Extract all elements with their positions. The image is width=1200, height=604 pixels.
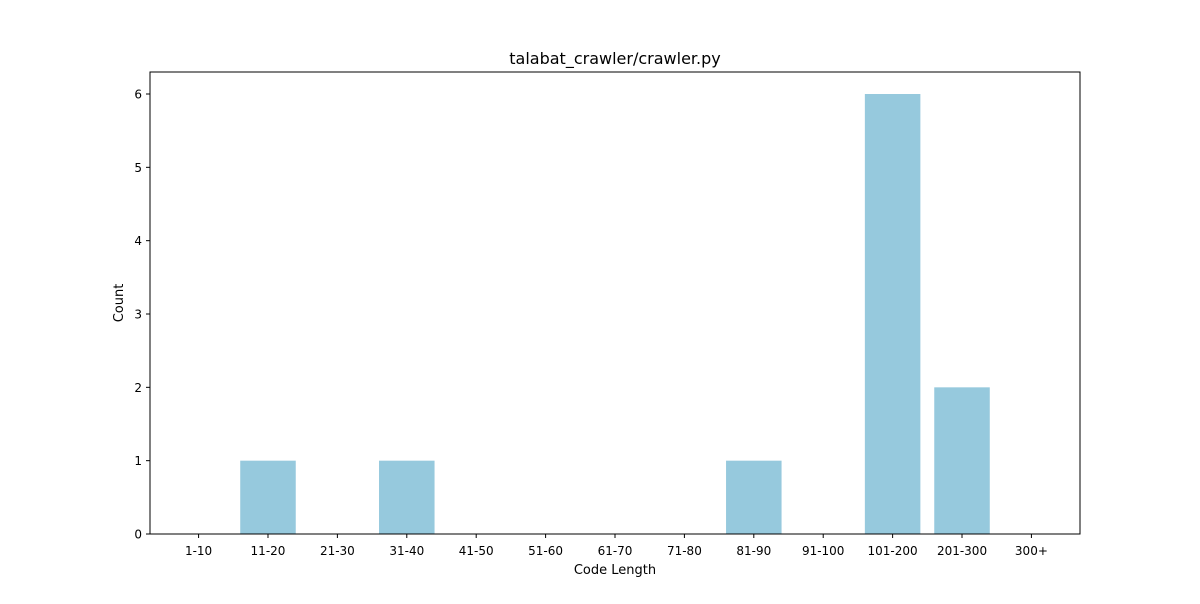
y-tick-label: 0	[134, 528, 142, 542]
y-tick-label: 4	[134, 234, 142, 248]
y-axis: 0 1 2 3 4 5 6	[134, 88, 150, 542]
x-tick-label: 61-70	[598, 544, 633, 558]
x-axis: 1-10 11-20 21-30 31-40 41-50 51-60 61-70 71-80 8…	[185, 534, 1048, 558]
y-tick-label: 5	[134, 161, 142, 175]
bar-11-20	[240, 460, 296, 534]
x-tick-label: 21-30	[320, 544, 355, 558]
x-tick-label: 51-60	[528, 544, 563, 558]
x-tick-label: 71-80	[667, 544, 702, 558]
y-tick-label: 2	[134, 381, 142, 395]
y-tick-label: 6	[134, 88, 142, 102]
bar-31-40	[379, 460, 435, 534]
x-tick-label: 81-90	[736, 544, 771, 558]
x-tick-label: 41-50	[459, 544, 494, 558]
y-tick-label: 1	[134, 454, 142, 468]
bar-101-200	[864, 94, 921, 534]
x-tick-label: 1-10	[185, 544, 212, 558]
bar-201-300	[934, 387, 990, 534]
chart-title: talabat_crawler/crawler.py	[509, 49, 720, 69]
bar-81-90	[726, 460, 782, 534]
x-tick-label: 11-20	[251, 544, 286, 558]
bars-group	[240, 94, 990, 534]
x-tick-label: 300+	[1015, 544, 1048, 558]
x-axis-label: Code Length	[574, 563, 656, 578]
x-tick-label: 201-300	[937, 544, 987, 558]
x-tick-label: 31-40	[389, 544, 424, 558]
x-tick-label: 91-100	[802, 544, 845, 558]
x-tick-label: 101-200	[868, 544, 918, 558]
y-axis-label: Count	[112, 284, 127, 323]
y-tick-label: 3	[134, 308, 142, 322]
